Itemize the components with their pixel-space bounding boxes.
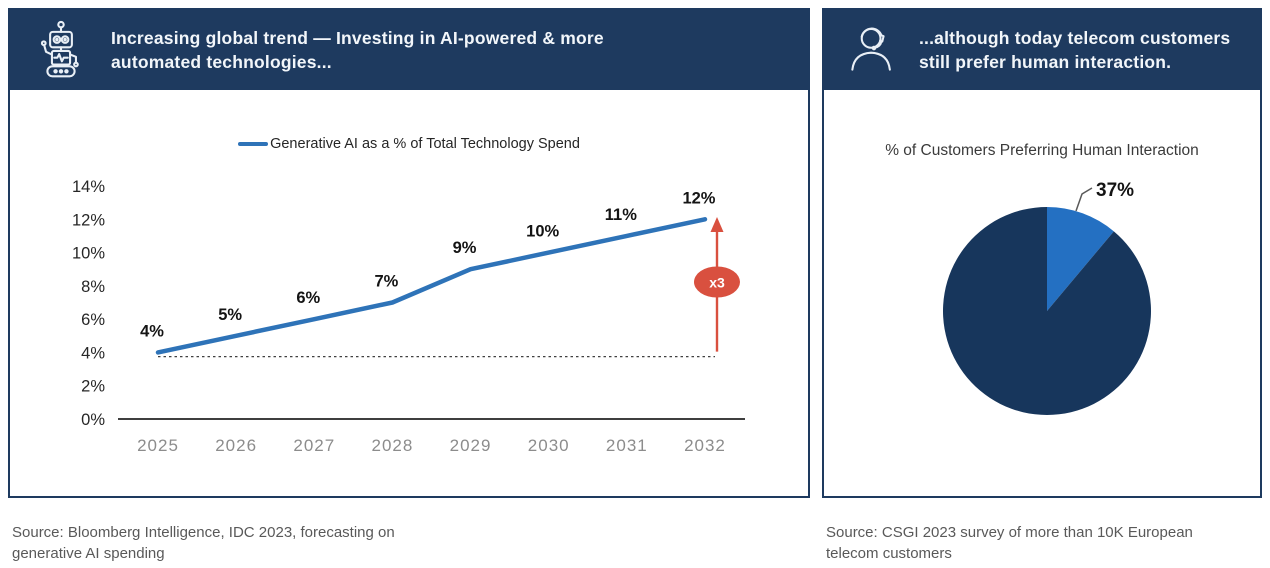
svg-text:2027: 2027 <box>293 436 335 455</box>
svg-text:2026: 2026 <box>215 436 257 455</box>
right-panel-title: ...although today telecom customers stil… <box>919 27 1231 73</box>
svg-text:14%: 14% <box>72 178 105 196</box>
left-source-note: Source: Bloomberg Intelligence, IDC 2023… <box>12 524 395 562</box>
legend-label: Generative AI as a % of Total Technology… <box>270 136 580 152</box>
svg-text:4%: 4% <box>81 344 105 362</box>
svg-text:7%: 7% <box>374 273 398 291</box>
svg-text:x3: x3 <box>709 275 725 291</box>
svg-text:4%: 4% <box>140 322 164 340</box>
svg-text:6%: 6% <box>296 289 320 307</box>
svg-text:37%: 37% <box>1096 180 1134 201</box>
left-panel-header: Increasing global trend — Investing in A… <box>10 10 808 90</box>
pie-chart: 37% <box>943 180 1151 415</box>
right-panel-header: ...although today telecom customers stil… <box>824 10 1260 90</box>
right-panel: ...although today telecom customers stil… <box>822 8 1262 498</box>
svg-text:12%: 12% <box>682 189 715 207</box>
right-source-note: Source: CSGI 2023 survey of more than 10… <box>826 524 1193 562</box>
right-column: ...although today telecom customers stil… <box>822 8 1262 564</box>
svg-text:2032: 2032 <box>684 436 726 455</box>
left-panel: Increasing global trend — Investing in A… <box>8 8 810 498</box>
svg-text:2030: 2030 <box>528 436 570 455</box>
svg-text:2029: 2029 <box>450 436 492 455</box>
line-chart-area: Generative AI as a % of Total Technology… <box>10 136 808 466</box>
svg-text:5%: 5% <box>218 306 242 324</box>
svg-text:2028: 2028 <box>372 436 414 455</box>
svg-text:0%: 0% <box>81 411 105 429</box>
left-panel-title: Increasing global trend — Investing in A… <box>111 27 604 73</box>
svg-text:10%: 10% <box>526 223 559 241</box>
svg-text:11%: 11% <box>605 206 637 224</box>
pie-chart-area: % of Customers Preferring Human Interact… <box>824 142 1260 428</box>
pie-chart-title: % of Customers Preferring Human Interact… <box>885 142 1199 159</box>
svg-text:6%: 6% <box>81 311 105 329</box>
legend-line-marker <box>238 142 269 146</box>
svg-text:2031: 2031 <box>606 436 648 455</box>
svg-text:8%: 8% <box>81 278 105 296</box>
svg-text:2%: 2% <box>81 378 105 396</box>
line-chart-legend: Generative AI as a % of Total Technology… <box>10 136 808 152</box>
robot-icon <box>32 19 90 81</box>
svg-text:2025: 2025 <box>137 436 179 455</box>
svg-text:12%: 12% <box>72 211 105 229</box>
line-chart: 0% 2% 4% 6% 8% 10% 12% 14% 2025 2026 2027 2028 2029 2… <box>72 178 745 455</box>
svg-text:9%: 9% <box>453 239 477 257</box>
svg-text:10%: 10% <box>72 245 105 263</box>
left-column: Increasing global trend — Investing in A… <box>8 8 810 564</box>
headset-agent-icon <box>847 23 897 77</box>
